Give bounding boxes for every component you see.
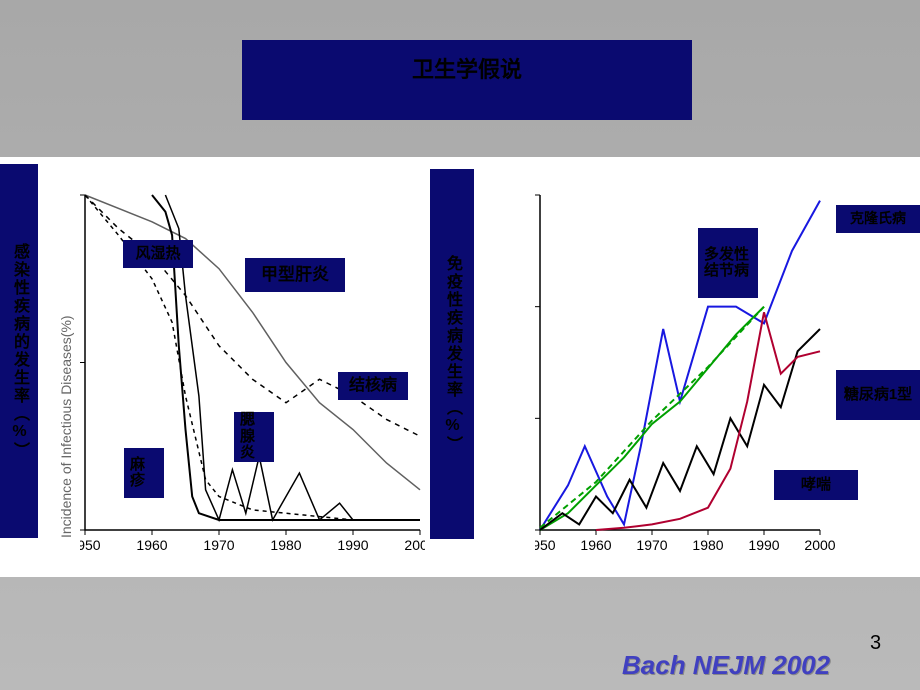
series-tag-风湿热: 风湿热 <box>123 240 193 268</box>
left-axis-label: 感染性疾病的发生率（%） <box>7 243 31 460</box>
svg-text:1960: 1960 <box>136 537 167 553</box>
series-tag-克隆氏病: 克隆氏病 <box>836 205 920 233</box>
svg-text:1970: 1970 <box>203 537 234 553</box>
right-axis-label: 免疫性疾病发生率（%） <box>440 255 464 454</box>
series-tag-结核病: 结核病 <box>338 372 408 400</box>
svg-text:1980: 1980 <box>692 537 723 553</box>
series-tag-哮喘: 哮喘 <box>774 470 858 500</box>
svg-text:1990: 1990 <box>748 537 779 553</box>
svg-text:1980: 1980 <box>270 537 301 553</box>
svg-text:2000: 2000 <box>404 537 425 553</box>
svg-text:1990: 1990 <box>337 537 368 553</box>
right-chart: 100200300400195019601970198019902000 <box>535 190 840 563</box>
series-tag-腮腺炎: 腮腺炎 <box>234 412 274 462</box>
slide-title: 卫生学假说 <box>412 52 522 84</box>
svg-text:1950: 1950 <box>80 537 101 553</box>
slide-title-box: 卫生学假说 <box>242 40 692 120</box>
right-axis-label-box: 免疫性疾病发生率（%） <box>430 169 474 539</box>
citation: Bach NEJM 2002 <box>622 650 830 681</box>
series-tag-多发性结节病: 多发性结节病 <box>698 228 758 298</box>
svg-text:2000: 2000 <box>804 537 835 553</box>
slide-number: 3 <box>870 632 881 655</box>
svg-text:1970: 1970 <box>636 537 667 553</box>
series-tag-麻疹: 麻疹 <box>124 448 164 498</box>
series-tag-糖尿病1型: 糖尿病1型 <box>836 370 920 420</box>
svg-text:1960: 1960 <box>580 537 611 553</box>
svg-text:1950: 1950 <box>535 537 556 553</box>
series-tag-甲型肝炎: 甲型肝炎 <box>245 258 345 292</box>
left-axis-label-box: 感染性疾病的发生率（%） <box>0 164 38 538</box>
left-axis-label-english: Incidence of Infectious Diseases(%) <box>58 315 74 538</box>
